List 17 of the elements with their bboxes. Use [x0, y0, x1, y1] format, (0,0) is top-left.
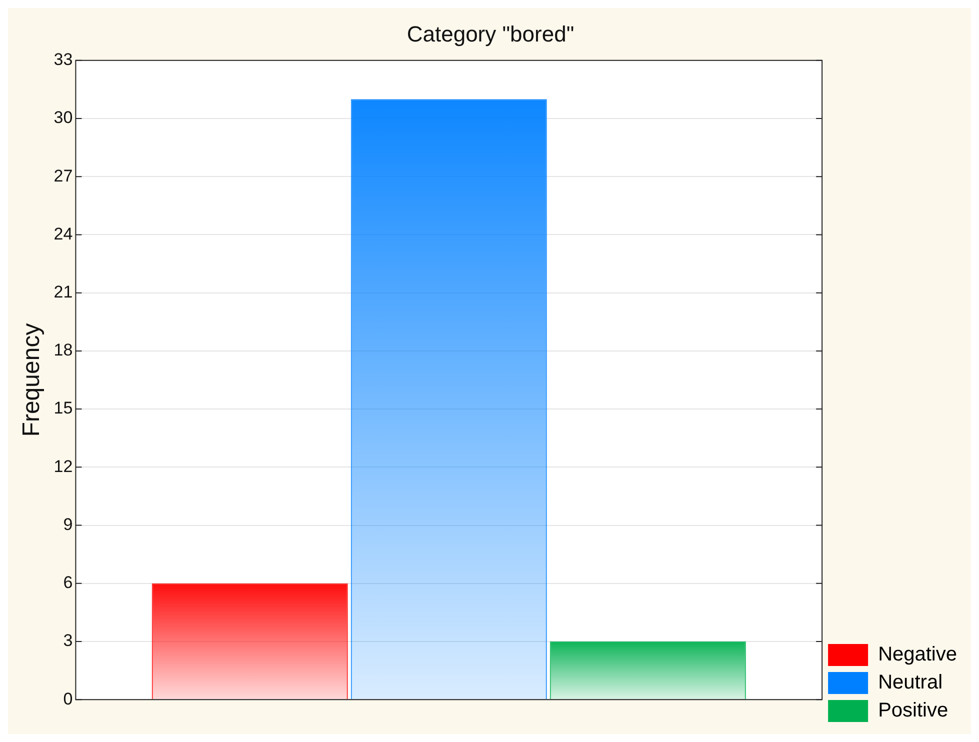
y-tick-label: 30	[54, 108, 73, 128]
y-tick-label: 0	[63, 689, 73, 708]
y-axis-title: Frequency	[18, 323, 46, 437]
y-tick-label: 9	[63, 514, 73, 534]
legend-label: Positive	[878, 700, 948, 722]
chart-title: Category "bored"	[406, 21, 574, 46]
legend-label: Neutral	[878, 672, 943, 694]
y-tick-label: 27	[54, 166, 73, 186]
y-tick-label: 21	[54, 282, 73, 302]
y-tick-label: 24	[54, 224, 73, 244]
y-tick-label: 18	[54, 340, 73, 360]
y-tick-label: 15	[54, 398, 73, 418]
legend-label: Negative	[878, 644, 957, 666]
y-tick-label: 3	[63, 631, 73, 650]
y-tick-label: 12	[54, 456, 73, 476]
y-tick-label: 33	[54, 50, 73, 70]
y-tick-label: 6	[63, 573, 73, 592]
